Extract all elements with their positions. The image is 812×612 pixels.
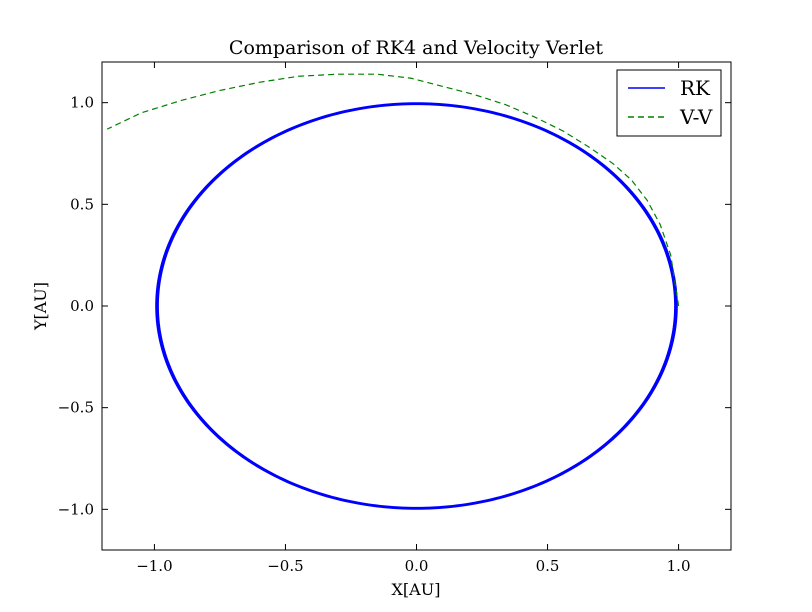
x-tick-label: −0.5 <box>267 557 303 575</box>
y-tick-label: 1.0 <box>70 94 94 112</box>
x-tick-label: 1.0 <box>667 557 691 575</box>
legend-label-rk: RK <box>680 76 711 100</box>
y-tick-label: 0.5 <box>70 195 94 213</box>
chart-title: Comparison of RK4 and Velocity Verlet <box>229 37 604 59</box>
x-axis-label: X[AU] <box>392 580 441 599</box>
series-vv-line <box>106 73 680 307</box>
x-tick-label: 0.5 <box>536 557 560 575</box>
legend-frame <box>616 69 722 137</box>
y-tick-label: −0.5 <box>58 399 94 417</box>
y-tick-label: 0.0 <box>70 297 94 315</box>
y-tick-label: −1.0 <box>58 500 94 518</box>
plot-area <box>106 73 680 510</box>
axis-ticks: −1.0 −0.5 0.0 0.5 1.0 −1.0 −0.5 0.0 0.5 1.0 <box>58 61 732 575</box>
series-rk-line <box>157 103 676 509</box>
series-rk-line <box>155 102 678 510</box>
legend-label-vv: V-V <box>679 105 713 129</box>
series-rk-line <box>156 102 677 510</box>
y-axis-label: Y[AU] <box>31 282 50 331</box>
series-group <box>106 73 680 510</box>
x-tick-label: −1.0 <box>136 557 172 575</box>
legend: RK V-V <box>616 69 722 137</box>
x-tick-label: 0.0 <box>405 557 429 575</box>
